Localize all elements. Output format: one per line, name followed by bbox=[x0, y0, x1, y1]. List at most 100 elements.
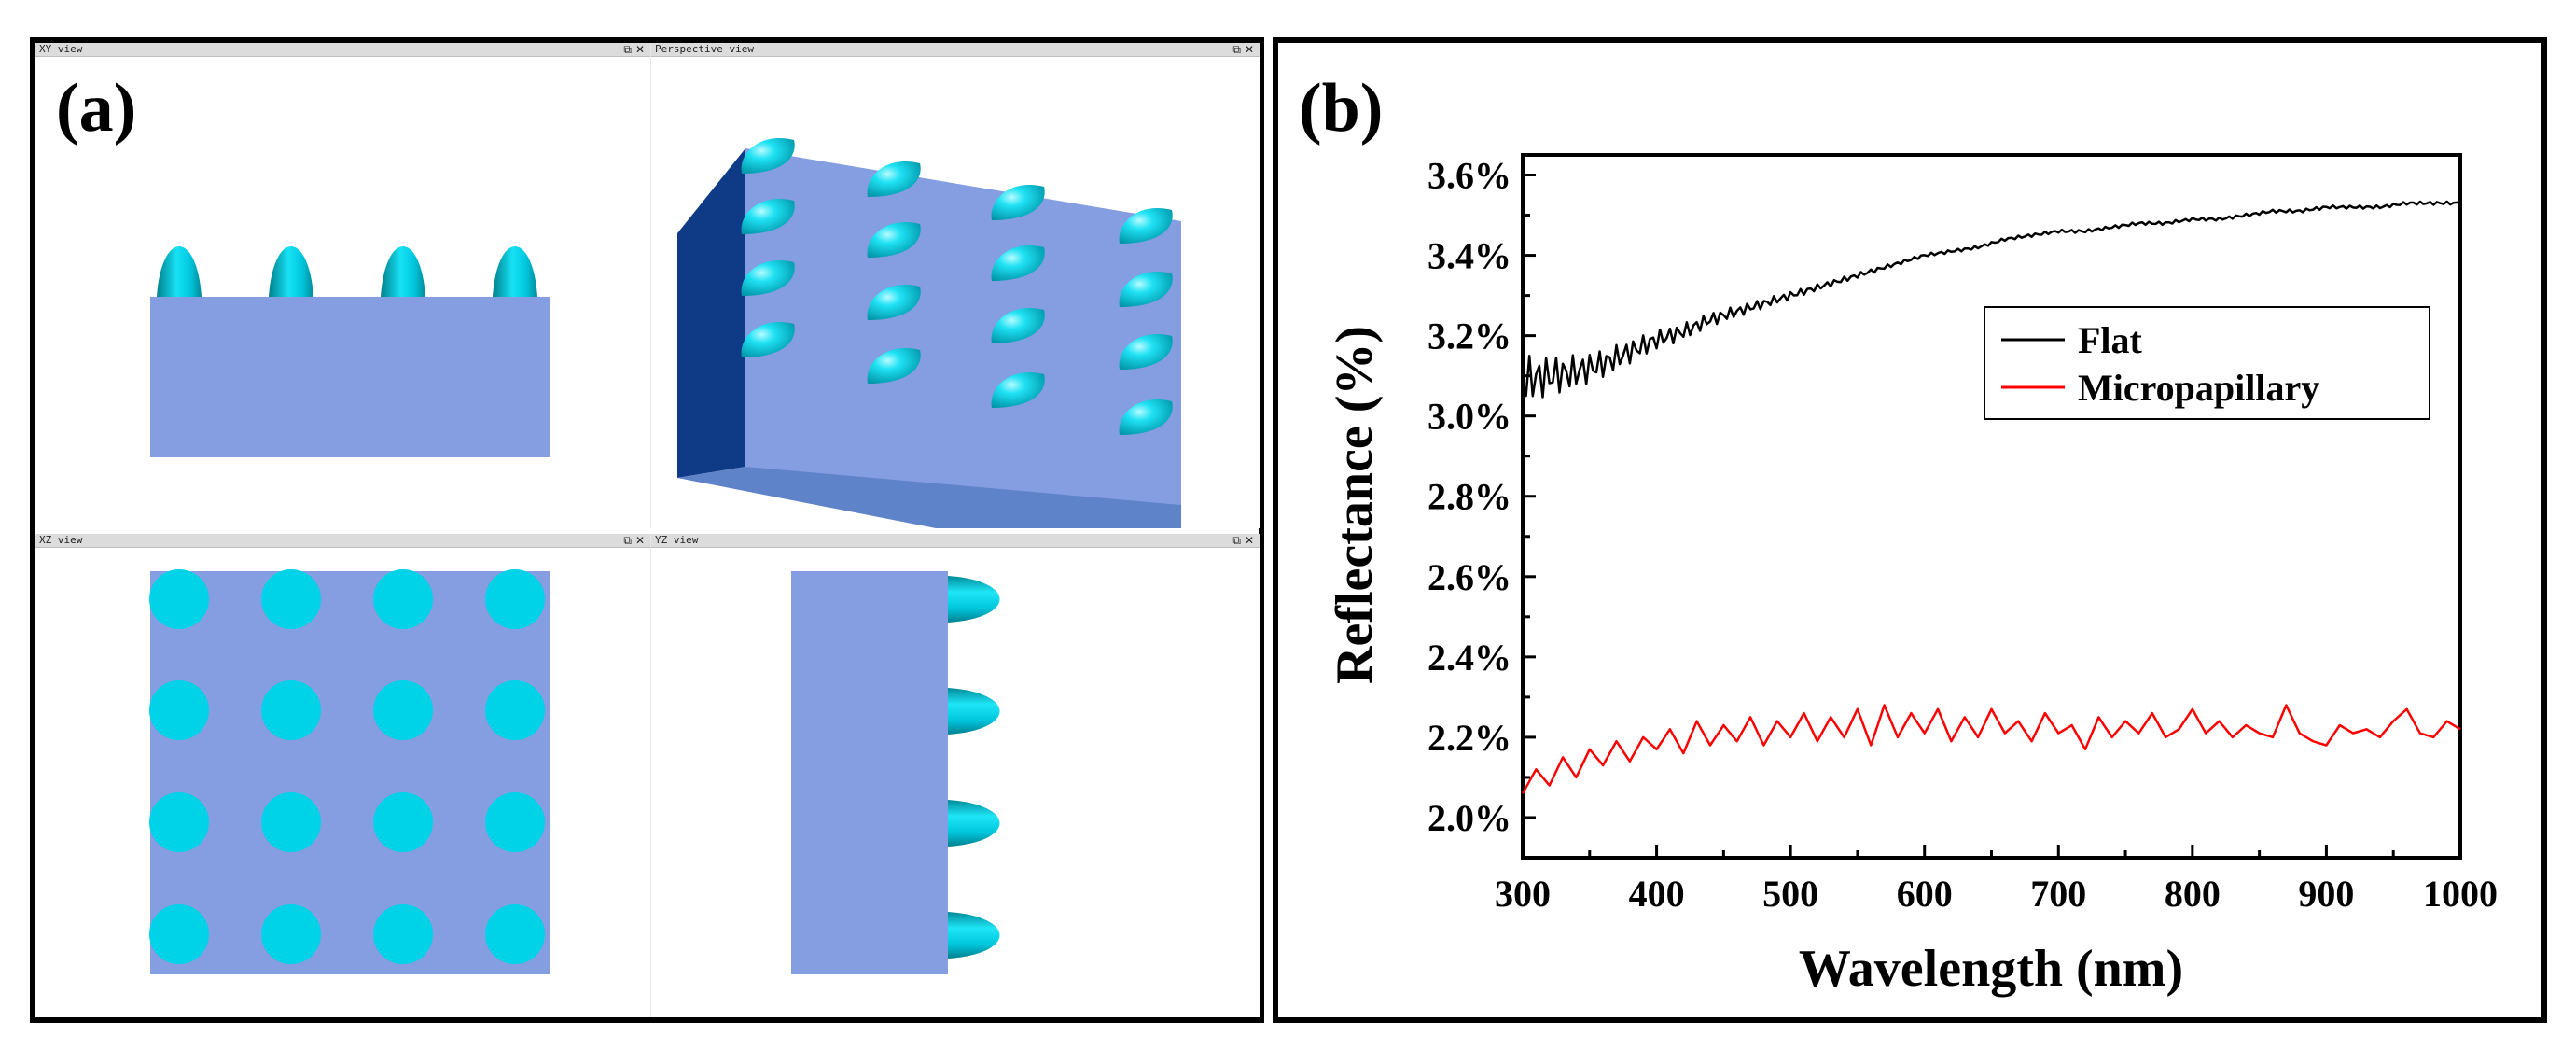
papilla bbox=[157, 246, 202, 297]
papilla-base bbox=[373, 680, 433, 740]
y-tick-label: 2.2% bbox=[1427, 717, 1511, 759]
y-tick-label: 3.0% bbox=[1427, 396, 1511, 438]
yz-view-titlebar: YZ view ⧉ ✕ bbox=[651, 534, 1260, 548]
y-tick-label: 3.4% bbox=[1427, 235, 1511, 277]
legend: Flat Micropapillary bbox=[1984, 306, 2430, 420]
plot-frame bbox=[1521, 153, 2462, 860]
perspective-view-titlebar: Perspective view ⧉ ✕ bbox=[651, 43, 1260, 57]
x-tick-label: 1000 bbox=[2423, 873, 2498, 915]
x-axis-title: Wavelength (nm) bbox=[1799, 940, 2183, 998]
papilla bbox=[991, 307, 1045, 343]
xy-view-render bbox=[150, 246, 550, 457]
y-tick-label: 3.2% bbox=[1427, 315, 1511, 357]
legend-box bbox=[1984, 306, 2430, 420]
y-tick-label: 2.0% bbox=[1427, 797, 1511, 839]
legend-micropapillary-label: Micropapillary bbox=[2078, 367, 2319, 409]
xz-view-titlebar: XZ view ⧉ ✕ bbox=[35, 534, 650, 548]
papilla-base bbox=[149, 792, 209, 852]
substrate-top-face bbox=[745, 148, 1181, 527]
papilla-base bbox=[261, 792, 321, 852]
papilla bbox=[741, 137, 795, 174]
close-icon[interactable]: ✕ bbox=[1244, 534, 1254, 547]
papilla-base bbox=[485, 792, 545, 852]
papilla-base bbox=[485, 680, 545, 740]
x-tick-label: 700 bbox=[2030, 873, 2086, 915]
papillae-column bbox=[948, 576, 1000, 959]
y-tick-label: 2.6% bbox=[1427, 556, 1511, 598]
papilla-base bbox=[149, 569, 209, 629]
x-axis-ticks: 300 400 500 600 700 800 900 1000 bbox=[1495, 845, 2498, 915]
substrate-side-face bbox=[677, 148, 745, 478]
papilla bbox=[867, 221, 921, 258]
papilla-base bbox=[373, 904, 433, 964]
restore-icon[interactable]: ⧉ bbox=[623, 43, 632, 56]
x-tick-label: 500 bbox=[1762, 873, 1818, 915]
x-tick-label: 400 bbox=[1629, 873, 1685, 915]
papilla-base bbox=[261, 904, 321, 964]
papillae-bases bbox=[149, 569, 545, 964]
y-tick-label: 2.8% bbox=[1427, 476, 1511, 518]
xy-view-viewport[interactable]: XY view ⧉ ✕ bbox=[35, 43, 650, 528]
papilla bbox=[741, 198, 795, 234]
substrate-block bbox=[150, 297, 550, 457]
restore-icon[interactable]: ⧉ bbox=[1232, 534, 1241, 547]
papilla bbox=[867, 347, 921, 384]
papilla bbox=[948, 576, 1000, 623]
substrate-top bbox=[150, 571, 550, 974]
papilla bbox=[1119, 399, 1173, 435]
viewport-title: Perspective view bbox=[655, 43, 754, 55]
series-flat-line bbox=[1521, 200, 2461, 399]
papilla bbox=[948, 912, 1000, 959]
papilla bbox=[948, 800, 1000, 847]
reflectance-chart: 300 400 500 600 700 800 900 1000 2.0% 2.2% 2.4% 2.… bbox=[1326, 153, 2498, 998]
y-tick-label: 2.4% bbox=[1427, 637, 1511, 679]
papilla-base bbox=[485, 569, 545, 629]
papilla-base bbox=[261, 569, 321, 629]
papilla-base bbox=[149, 904, 209, 964]
papilla-base bbox=[485, 904, 545, 964]
substrate-side bbox=[791, 571, 948, 974]
papillae-row bbox=[157, 246, 537, 297]
close-icon[interactable]: ✕ bbox=[1244, 43, 1254, 56]
papilla bbox=[867, 284, 921, 320]
papilla bbox=[741, 259, 795, 296]
papilla bbox=[948, 688, 1000, 735]
close-icon[interactable]: ✕ bbox=[634, 534, 645, 547]
restore-icon[interactable]: ⧉ bbox=[1232, 43, 1241, 56]
x-tick-label: 800 bbox=[2165, 873, 2221, 915]
x-tick-label: 300 bbox=[1495, 873, 1551, 915]
papillae-grid bbox=[741, 137, 1173, 435]
restore-icon[interactable]: ⧉ bbox=[623, 534, 632, 547]
x-tick-label: 900 bbox=[2298, 873, 2354, 915]
series-layer bbox=[1521, 200, 2461, 794]
series-micropapillary-line bbox=[1521, 704, 2461, 794]
panel-b-reflectance-chart: 300 400 500 600 700 800 900 1000 2.0% 2.2% 2.4% 2.… bbox=[1273, 37, 2547, 1023]
panel-a-label: (a) bbox=[56, 70, 137, 147]
y-axis-ticks: 2.0% 2.2% 2.4% 2.6% 2.8% 3.0% 3.2% 3.4% 3.6% bbox=[1427, 155, 1536, 860]
viewport-title: YZ view bbox=[655, 534, 699, 546]
close-icon[interactable]: ✕ bbox=[634, 43, 645, 56]
panel-b-label: (b) bbox=[1299, 70, 1384, 147]
papilla bbox=[493, 246, 537, 297]
papilla bbox=[381, 246, 425, 297]
substrate-front-face bbox=[677, 467, 1181, 528]
papilla bbox=[991, 245, 1045, 281]
papilla-base bbox=[373, 569, 433, 629]
papilla bbox=[269, 246, 313, 297]
perspective-view-viewport[interactable]: Perspective view ⧉ ✕ bbox=[650, 43, 1260, 528]
xz-view-viewport[interactable]: XZ view ⧉ ✕ bbox=[35, 534, 650, 1017]
papilla-base bbox=[373, 792, 433, 852]
papilla bbox=[867, 161, 921, 197]
papilla bbox=[1119, 207, 1173, 244]
yz-view-render bbox=[791, 571, 1000, 974]
yz-view-viewport[interactable]: YZ view ⧉ ✕ bbox=[650, 534, 1260, 1017]
x-tick-label: 600 bbox=[1897, 873, 1953, 915]
papilla bbox=[991, 371, 1045, 408]
papilla-base bbox=[149, 680, 209, 740]
viewport-title: XY view bbox=[39, 43, 83, 55]
papilla bbox=[741, 321, 795, 357]
y-axis-title: Reflectance (%) bbox=[1326, 326, 1384, 684]
xy-view-titlebar: XY view ⧉ ✕ bbox=[35, 43, 650, 57]
perspective-view-render bbox=[677, 137, 1181, 528]
papilla bbox=[991, 184, 1045, 220]
